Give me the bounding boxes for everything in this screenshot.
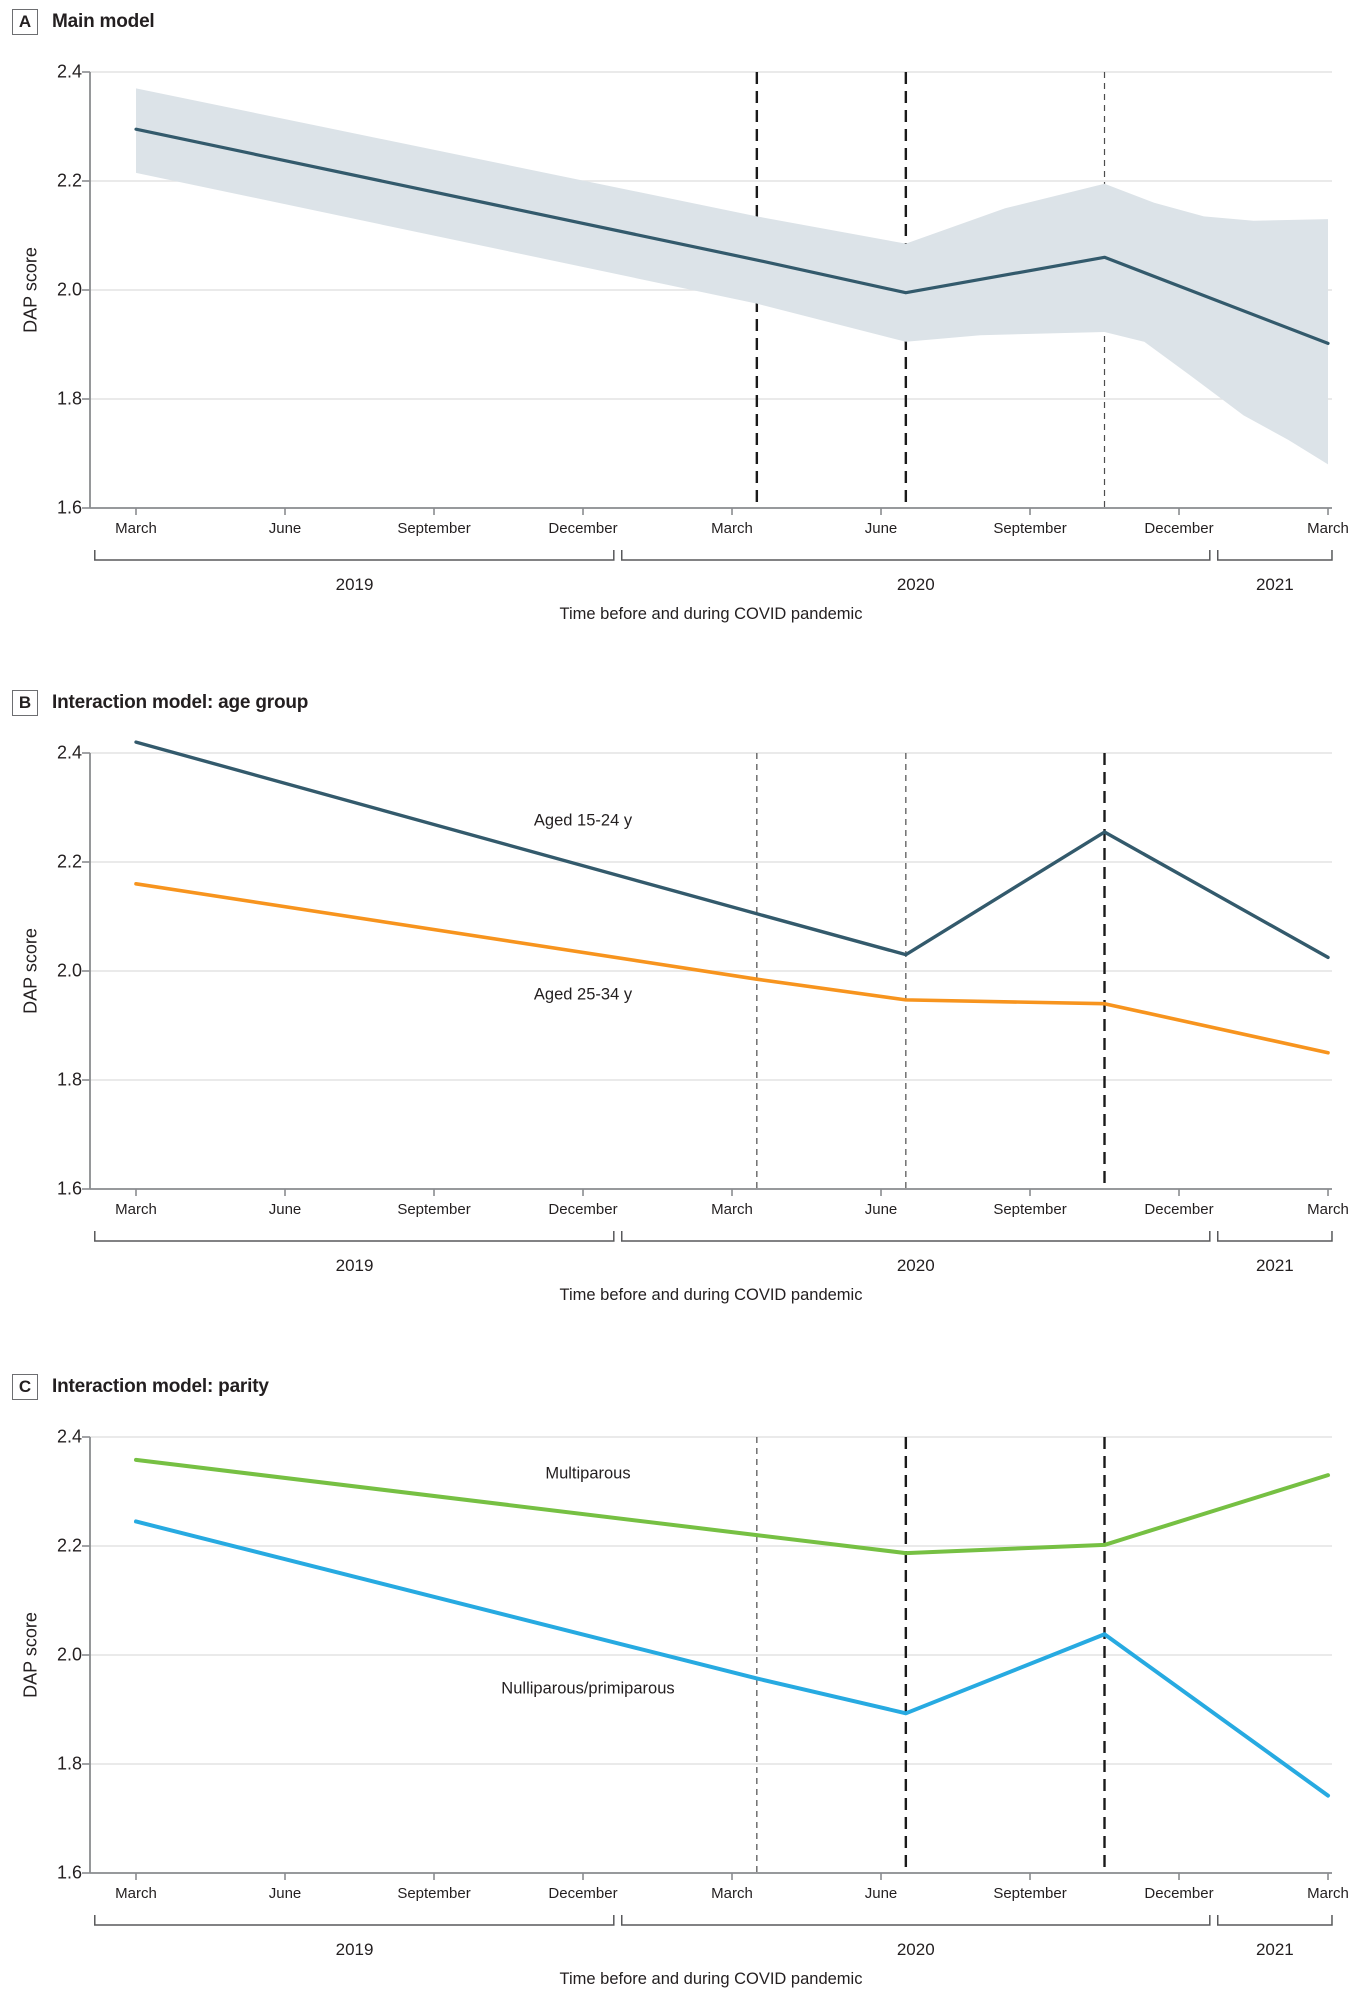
- panel-b-x-axis-title: Time before and during COVID pandemic: [559, 1286, 863, 1304]
- panel-c-year-bracket: [620, 1915, 1211, 1926]
- panel-c-y-tick-label: 1.8: [56, 1753, 82, 1774]
- panel-a-x-tick-label: December: [1144, 520, 1214, 537]
- panel-b-y-tick-label: 2.4: [56, 742, 82, 763]
- panel-a-y-tick-label: 1.8: [56, 388, 82, 409]
- panel-a-x-tick-label: December: [548, 520, 618, 537]
- panel-c-x-tick-label: March: [1307, 1885, 1349, 1902]
- panel-a-year-bracket: [1217, 550, 1333, 561]
- panel-c-year-bracket: [1217, 1915, 1333, 1926]
- panel-c-x-tick-label: June: [268, 1885, 302, 1902]
- panel-a-x-tick-label: March: [1307, 520, 1349, 537]
- panel-c-x-tick-label: December: [548, 1885, 618, 1902]
- panel-b-x-tick-label: March: [711, 1201, 753, 1218]
- panel-a-y-tick-label: 2.4: [56, 61, 82, 82]
- panel-b-y-tick-label: 1.8: [56, 1069, 82, 1090]
- series-label-aged-15-24: Aged 15-24 y: [533, 811, 633, 830]
- panel-c-year-bracket: [94, 1915, 615, 1926]
- panel-a-series-line: [134, 127, 1330, 346]
- panel-a-year-bracket: [620, 550, 1211, 561]
- panel-b-x-tick-label: March: [115, 1201, 157, 1218]
- panel-c-x-tick-label: September: [397, 1885, 471, 1902]
- panel-c-x-tick-label: September: [993, 1885, 1067, 1902]
- panel-b-letter-badge: B: [12, 690, 38, 716]
- panel-b-x-tick-label: December: [1144, 1201, 1214, 1218]
- panel-b-series-line: [134, 881, 1330, 1055]
- panel-b-year-bracket: [1217, 1231, 1333, 1242]
- panel-c-year-label: 2021: [1255, 1940, 1294, 1959]
- panel-a-year-label: 2020: [896, 575, 935, 594]
- panel-c-letter-badge: C: [12, 1374, 38, 1400]
- panel-c-y-tick-label: 1.6: [56, 1862, 82, 1883]
- series-label-nulliparous: Nulliparous/primiparous: [501, 1679, 675, 1698]
- panel-b-title: B Interaction model: age group: [12, 689, 308, 717]
- panel-b-x-tick-label: September: [397, 1201, 471, 1218]
- panel-c-year-label: 2019: [335, 1940, 374, 1959]
- panel-b-year-bracket: [620, 1231, 1211, 1242]
- panel-a-title: A Main model: [12, 8, 155, 36]
- panel-a-x-tick-label: June: [268, 520, 302, 537]
- panel-b-series-line: [134, 740, 1330, 960]
- panel-c-x-tick-label: March: [711, 1885, 753, 1902]
- panel-b-title-text: Interaction model: age group: [52, 692, 309, 713]
- panel-c-title-text: Interaction model: parity: [52, 1376, 269, 1397]
- panel-b-y-tick-label: 2.2: [56, 851, 82, 872]
- panel-b-year-label: 2021: [1255, 1256, 1294, 1275]
- panel-c-x-tick-label: December: [1144, 1885, 1214, 1902]
- panel-a-y-tick-label: 1.6: [56, 497, 82, 518]
- panel-c-series-line: [134, 1457, 1331, 1556]
- panel-a-x-tick-label: September: [397, 520, 471, 537]
- panel-a-x-tick-label: March: [711, 520, 753, 537]
- panel-c-series-line: [134, 1519, 1331, 1798]
- panel-b-y-tick-label: 1.6: [56, 1178, 82, 1199]
- panel-a-title-text: Main model: [52, 11, 155, 32]
- panel-b-x-tick-label: March: [1307, 1201, 1349, 1218]
- panel-a-y-tick-label: 2.0: [56, 279, 82, 300]
- panel-b-x-tick-label: June: [864, 1201, 898, 1218]
- panel-b-year-label: 2019: [335, 1256, 374, 1275]
- panel-c-y-tick-label: 2.4: [56, 1426, 82, 1447]
- panel-c-y-tick-label: 2.0: [56, 1644, 82, 1665]
- series-label-aged-25-34: Aged 25-34 y: [533, 985, 633, 1004]
- panel-c-x-tick-label: March: [115, 1885, 157, 1902]
- panel-b-y-tick-label: 2.0: [56, 960, 82, 981]
- panel-c-title: C Interaction model: parity: [12, 1373, 269, 1401]
- panel-c-year-label: 2020: [896, 1940, 935, 1959]
- panel-a-x-axis-title: Time before and during COVID pandemic: [559, 605, 863, 623]
- panel-c-x-axis-title: Time before and during COVID pandemic: [559, 1970, 863, 1988]
- panel-a-year-label: 2019: [335, 575, 374, 594]
- series-label-multiparous: Multiparous: [545, 1464, 631, 1483]
- panel-b-year-bracket: [94, 1231, 615, 1242]
- panel-a-year-label: 2021: [1255, 575, 1294, 594]
- panel-a-y-tick-label: 2.2: [56, 170, 82, 191]
- panel-c-y-tick-label: 2.2: [56, 1535, 82, 1556]
- panel-a-x-tick-label: March: [115, 520, 157, 537]
- panel-a-year-bracket: [94, 550, 615, 561]
- panel-b-year-label: 2020: [896, 1256, 935, 1275]
- panel-a-x-tick-label: June: [864, 520, 898, 537]
- panel-a-ci-band: [136, 88, 1329, 465]
- panel-b-x-tick-label: June: [268, 1201, 302, 1218]
- panel-a-x-tick-label: September: [993, 520, 1067, 537]
- panel-a-letter-badge: A: [12, 9, 38, 35]
- panel-b-x-tick-label: September: [993, 1201, 1067, 1218]
- panel-c-x-tick-label: June: [864, 1885, 898, 1902]
- panel-b-x-tick-label: December: [548, 1201, 618, 1218]
